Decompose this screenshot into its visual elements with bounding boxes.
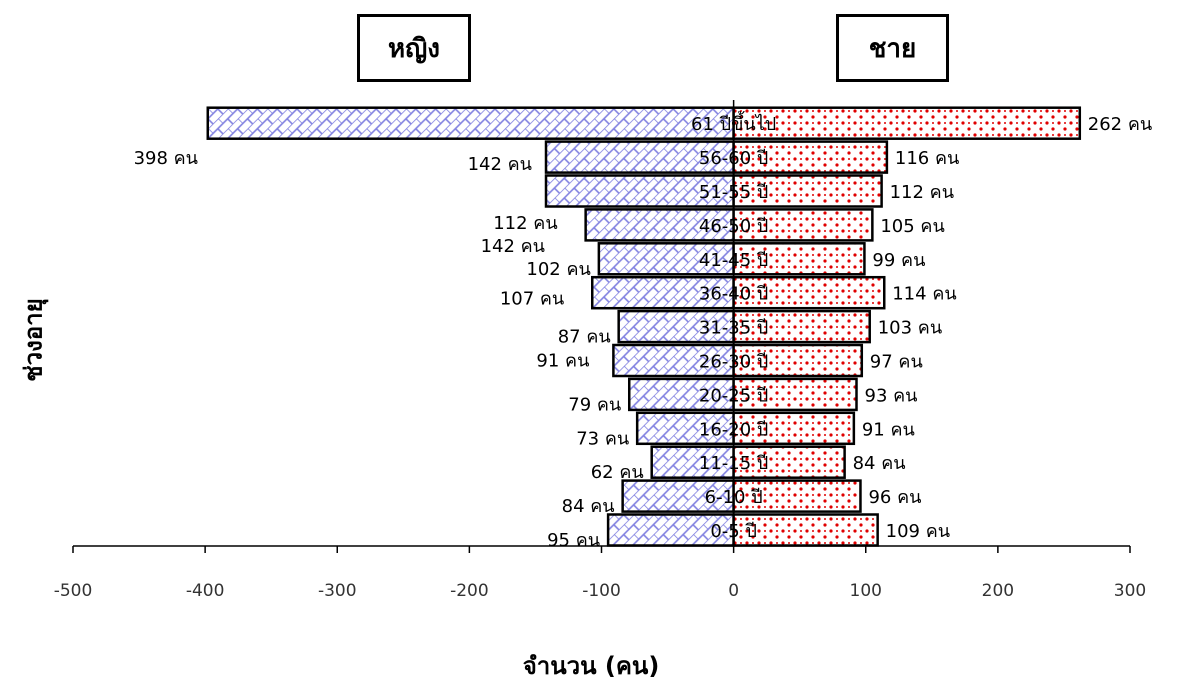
data-label-male: 91 คน [862, 419, 915, 440]
category-label: 51-55 ปี [699, 182, 768, 203]
data-label-male: 109 คน [886, 521, 950, 542]
y-axis-title: ช่วงอายุ [19, 298, 48, 382]
x-tick-label: 100 [850, 581, 882, 601]
data-label-female: 102 คน [526, 259, 590, 280]
bar-male [732, 208, 874, 242]
bar-female [206, 106, 735, 140]
category-label: 6-10 ปี [705, 487, 763, 508]
data-label-female: 142 คน [468, 154, 532, 175]
category-label: 11-15 ปี [699, 453, 768, 474]
bar-female [597, 242, 735, 276]
bar-male [732, 309, 871, 344]
category-label: 0-5 ปี [710, 521, 757, 542]
bar-male [732, 479, 862, 513]
data-label-female: 87 คน [558, 327, 611, 348]
bar-male [732, 106, 1082, 140]
data-label-male: 114 คน [892, 284, 956, 305]
category-label: 20-25 ปี [699, 385, 768, 406]
data-label-male: 116 คน [895, 148, 959, 169]
legend-female-label: หญิง [388, 33, 440, 64]
data-label-female: 112 คน [493, 213, 557, 234]
bar-female [621, 479, 735, 513]
bar-female [627, 377, 735, 412]
category-label: 31-35 ปี [699, 318, 768, 339]
x-tick-label: -200 [450, 581, 489, 601]
bar-female [584, 208, 735, 242]
category-label: 36-40 ปี [699, 284, 768, 305]
data-label-female: 91 คน [536, 351, 589, 372]
legend-male-label: ชาย [868, 33, 917, 64]
bar-male [732, 174, 883, 208]
category-label: 56-60 ปี [699, 148, 768, 169]
data-label-male: 103 คน [878, 318, 942, 339]
bar-male [732, 343, 864, 378]
data-label-male: 99 คน [872, 250, 925, 271]
data-label-male: 93 คน [865, 385, 918, 406]
x-tick-label: -400 [186, 581, 225, 601]
bar-female [635, 411, 735, 446]
x-tick-label: 200 [982, 581, 1014, 601]
data-label-male: 262 คน [1088, 114, 1152, 135]
data-label-male: 112 คน [890, 182, 954, 203]
category-label: 26-30 ปี [699, 352, 768, 373]
data-label-female: 142 คน [481, 236, 545, 257]
category-label: 41-45 ปี [699, 250, 768, 271]
x-axis-title: จำนวน (คน) [522, 652, 660, 680]
data-label-female: 95 คน [547, 530, 600, 551]
bar-female [544, 140, 735, 174]
bar-female [544, 174, 735, 208]
bar-female [650, 445, 735, 479]
category-label: 61 ปีขึ้นไป [691, 111, 776, 135]
data-label-male: 97 คน [870, 352, 923, 373]
legend-female: หญิง [357, 14, 471, 82]
data-label-female: 79 คน [568, 394, 621, 415]
data-label-female: 62 คน [591, 462, 644, 483]
x-tick-label: -100 [582, 581, 621, 601]
data-label-male: 96 คน [868, 487, 921, 508]
x-tick-label: -300 [318, 581, 357, 601]
category-label: 46-50 ปี [699, 216, 768, 237]
x-tick-label: 0 [728, 581, 739, 601]
bar-female [617, 309, 735, 344]
legend-male: ชาย [836, 14, 949, 82]
data-label-male: 84 คน [853, 453, 906, 474]
x-tick-label: -500 [54, 581, 93, 601]
x-tick-label: 300 [1114, 581, 1146, 601]
data-label-female: 84 คน [562, 496, 615, 517]
data-label-female: 398 คน [134, 148, 198, 169]
category-label: 16-20 ปี [699, 419, 768, 440]
data-label-female: 107 คน [500, 289, 564, 310]
data-label-male: 105 คน [880, 216, 944, 237]
data-label-female: 73 คน [576, 428, 629, 449]
